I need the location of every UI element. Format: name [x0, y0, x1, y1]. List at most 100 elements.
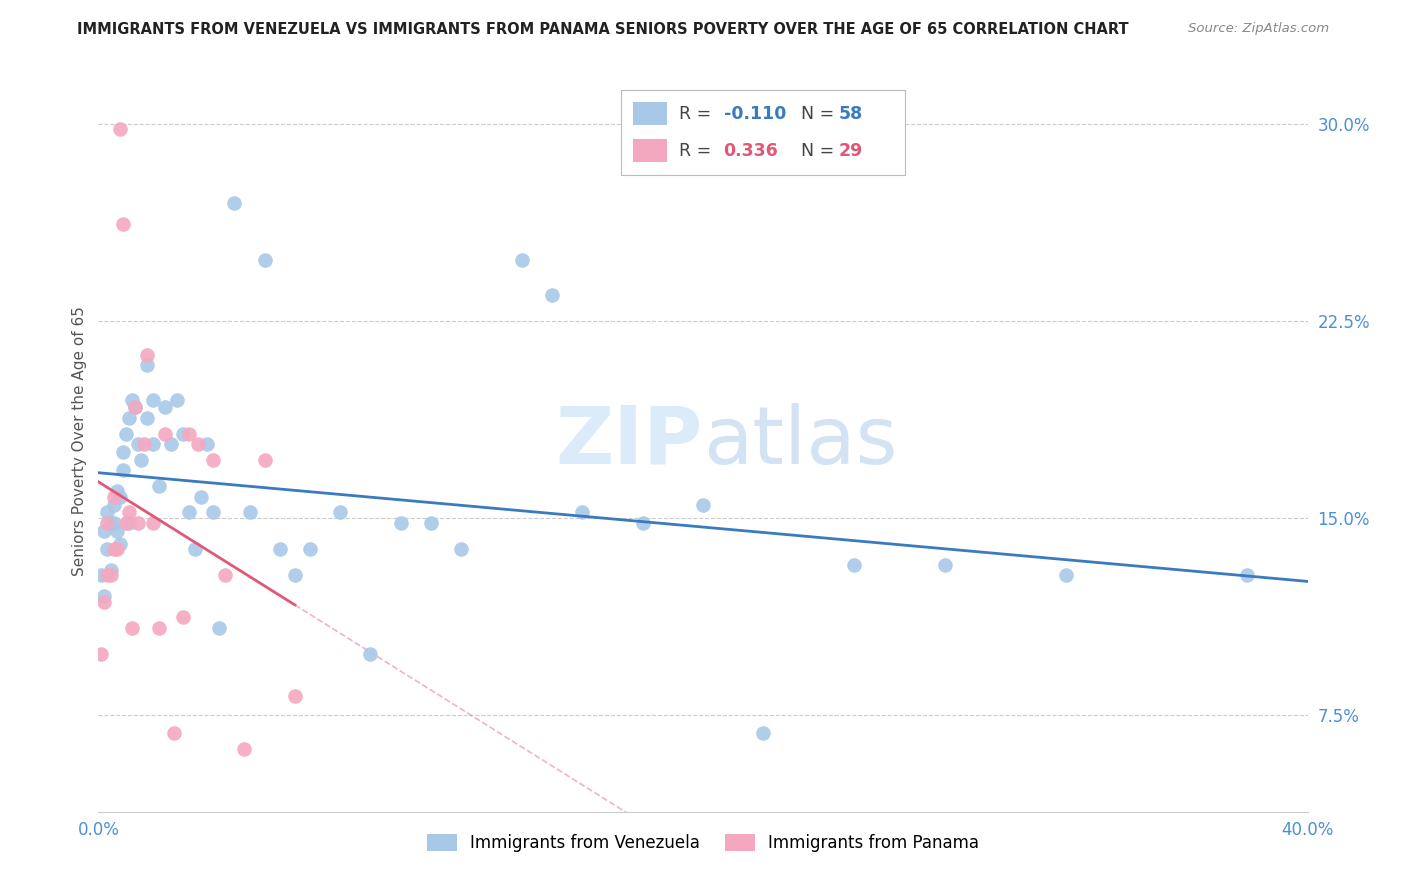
Point — [96, 505, 118, 519]
Text: 29: 29 — [838, 142, 863, 160]
Point — [202, 505, 225, 519]
Point — [124, 401, 146, 415]
Point — [105, 524, 128, 538]
Point — [160, 437, 183, 451]
Text: R =: R = — [679, 142, 717, 160]
Point — [420, 516, 443, 530]
Point — [111, 463, 134, 477]
Point — [329, 505, 352, 519]
Point — [1236, 568, 1258, 582]
Text: 58: 58 — [838, 104, 863, 122]
Point — [153, 401, 176, 415]
Point — [450, 542, 472, 557]
Point — [142, 437, 165, 451]
Point — [172, 426, 194, 441]
Point — [179, 426, 201, 441]
Point — [135, 348, 157, 362]
Point — [121, 392, 143, 407]
Legend: Immigrants from Venezuela, Immigrants from Panama: Immigrants from Venezuela, Immigrants fr… — [420, 828, 986, 859]
Point — [540, 287, 562, 301]
Point — [124, 401, 146, 415]
Point — [166, 392, 188, 407]
Point — [108, 122, 131, 136]
Point — [510, 253, 533, 268]
Point — [114, 516, 136, 530]
Point — [100, 563, 122, 577]
Point — [148, 479, 170, 493]
Point — [90, 568, 112, 582]
Point — [360, 647, 382, 661]
Point — [114, 426, 136, 441]
FancyBboxPatch shape — [633, 139, 666, 162]
Point — [142, 392, 165, 407]
Point — [284, 568, 307, 582]
Point — [96, 568, 118, 582]
Point — [195, 437, 218, 451]
Point — [96, 542, 118, 557]
Point — [111, 445, 134, 459]
Text: Source: ZipAtlas.com: Source: ZipAtlas.com — [1188, 22, 1329, 36]
Point — [571, 505, 593, 519]
Point — [100, 568, 122, 582]
Point — [103, 542, 125, 557]
Point — [202, 453, 225, 467]
Point — [129, 453, 152, 467]
Point — [108, 490, 131, 504]
FancyBboxPatch shape — [633, 102, 666, 126]
Point — [142, 516, 165, 530]
Point — [108, 537, 131, 551]
Point — [148, 621, 170, 635]
Point — [631, 516, 654, 530]
Point — [232, 741, 254, 756]
Point — [172, 610, 194, 624]
Point — [190, 490, 212, 504]
Point — [253, 253, 276, 268]
Point — [692, 498, 714, 512]
Text: ZIP: ZIP — [555, 402, 703, 481]
Text: N =: N = — [790, 142, 839, 160]
Point — [752, 726, 775, 740]
Point — [103, 498, 125, 512]
Point — [844, 558, 866, 572]
Point — [163, 726, 186, 740]
Point — [93, 524, 115, 538]
Point — [121, 621, 143, 635]
Point — [1054, 568, 1077, 582]
Point — [184, 542, 207, 557]
Point — [269, 542, 291, 557]
Point — [127, 437, 149, 451]
Y-axis label: Seniors Poverty Over the Age of 65: Seniors Poverty Over the Age of 65 — [72, 307, 87, 576]
Text: atlas: atlas — [703, 402, 897, 481]
Point — [187, 437, 209, 451]
Point — [214, 568, 236, 582]
Point — [135, 411, 157, 425]
Text: -0.110: -0.110 — [724, 104, 786, 122]
Point — [90, 647, 112, 661]
Point — [299, 542, 322, 557]
Text: IMMIGRANTS FROM VENEZUELA VS IMMIGRANTS FROM PANAMA SENIORS POVERTY OVER THE AGE: IMMIGRANTS FROM VENEZUELA VS IMMIGRANTS … — [77, 22, 1129, 37]
Point — [118, 411, 141, 425]
Point — [105, 484, 128, 499]
Point — [93, 590, 115, 604]
Point — [253, 453, 276, 467]
Point — [103, 490, 125, 504]
Point — [100, 516, 122, 530]
Point — [179, 505, 201, 519]
Point — [135, 359, 157, 373]
Text: R =: R = — [679, 104, 717, 122]
Point — [105, 542, 128, 557]
Point — [118, 505, 141, 519]
Point — [111, 217, 134, 231]
Point — [389, 516, 412, 530]
Point — [93, 595, 115, 609]
Point — [118, 516, 141, 530]
Point — [132, 437, 155, 451]
Point — [127, 516, 149, 530]
Point — [103, 516, 125, 530]
Point — [934, 558, 956, 572]
Text: N =: N = — [790, 104, 839, 122]
FancyBboxPatch shape — [621, 90, 905, 175]
Point — [284, 689, 307, 703]
Point — [153, 426, 176, 441]
Point — [208, 621, 231, 635]
